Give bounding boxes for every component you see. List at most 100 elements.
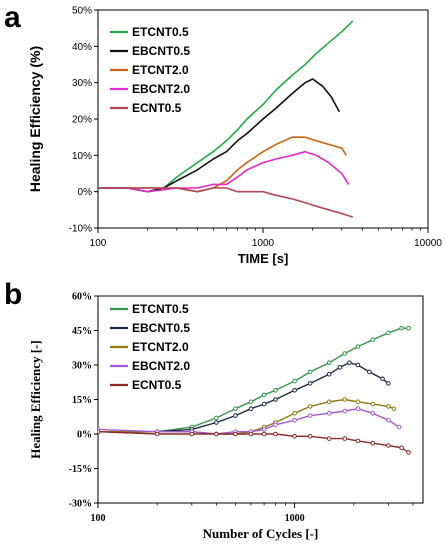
y-tick-label: 15% [72, 395, 92, 406]
data-point [248, 406, 254, 412]
y-tick-label: 0% [78, 187, 93, 198]
data-point [154, 431, 160, 437]
data-point [261, 392, 267, 398]
data-point [326, 436, 332, 441]
x-tick-label: 1000 [252, 238, 275, 249]
y-tick-label: 30% [72, 78, 92, 89]
y-tick-label: 30% [72, 361, 92, 372]
data-point [326, 411, 332, 416]
data-point [261, 401, 267, 407]
data-point [248, 431, 254, 437]
series-line-ebcnt2-0 [98, 150, 350, 193]
data-point [386, 381, 391, 386]
data-point [214, 420, 219, 425]
y-axis-label: Healing Efficiency [-] [28, 340, 43, 458]
x-tick-label: 1000 [285, 513, 305, 524]
x-axis-label: TIME [s] [238, 251, 289, 266]
panel-letter-a: a [4, 1, 21, 34]
data-point [399, 325, 404, 331]
legend-entry: ETCNT0.5 [132, 25, 189, 39]
series-line-ecnt0-5 [98, 187, 354, 218]
data-point [248, 399, 254, 405]
data-point [307, 369, 313, 375]
data-point [342, 436, 348, 441]
series-line-ebcnt0-5 [98, 362, 389, 433]
data-point [214, 415, 219, 421]
data-point [98, 429, 101, 434]
data-point [367, 369, 372, 375]
data-point [342, 397, 348, 402]
data-point [292, 388, 297, 393]
data-point [233, 431, 238, 437]
data-point [292, 434, 297, 439]
data-point [399, 445, 404, 451]
y-axis-label: Healing Efficiency (%) [27, 46, 43, 192]
data-point [347, 360, 352, 366]
y-tick-label: 20% [72, 115, 92, 126]
data-point [214, 431, 219, 437]
data-point [337, 365, 343, 370]
series-line-ebcnt2-0 [98, 408, 400, 435]
legend-entry: ETCNT2.0 [132, 63, 189, 77]
data-point [292, 417, 297, 423]
data-point [273, 431, 278, 437]
data-point [370, 401, 376, 407]
data-point [307, 381, 313, 386]
data-point [326, 371, 332, 377]
y-tick-label: -15% [69, 464, 92, 475]
data-point [380, 376, 385, 382]
chart-b: -30% -15% 0% 15% 30% 45% 60% 100 1000 Number of C… [28, 292, 424, 541]
y-tick-label: -30% [69, 499, 92, 510]
data-point [273, 388, 278, 393]
legend-entry: EBCNT2.0 [132, 359, 190, 373]
data-point [355, 362, 361, 368]
panel-letter-b: b [4, 278, 22, 311]
data-point [386, 443, 391, 448]
data-point [406, 450, 411, 455]
data-point [261, 427, 267, 432]
legend-entry: ETCNT2.0 [132, 340, 189, 354]
data-point [292, 411, 297, 416]
data-point [386, 330, 391, 336]
y-tick-label: -10% [69, 224, 92, 235]
legend-entry: EBCNT0.5 [132, 321, 190, 335]
data-point [406, 325, 411, 331]
data-point [307, 404, 313, 409]
data-point [355, 399, 361, 405]
data-point [386, 404, 391, 409]
data-point [307, 434, 313, 439]
legend-entry: ECNT0.5 [132, 101, 182, 115]
data-point [396, 424, 402, 430]
data-point [370, 440, 376, 446]
data-point [326, 399, 332, 405]
y-tick-label: 50% [72, 6, 92, 17]
series-line-ecnt0-5 [98, 431, 409, 453]
data-point [233, 406, 238, 412]
data-point [342, 351, 348, 356]
y-tick-label: 60% [72, 292, 92, 303]
y-tick-label: 45% [72, 326, 92, 337]
data-point [233, 413, 238, 418]
legend-entry: EBCNT2.0 [132, 82, 190, 96]
data-point [370, 337, 376, 343]
data-point [189, 431, 195, 437]
data-point [355, 406, 361, 412]
y-tick-label: 0% [77, 430, 92, 441]
data-point [370, 411, 376, 416]
data-point [355, 438, 361, 444]
x-tick-label: 10000 [414, 238, 442, 249]
y-tick-label: 10% [72, 151, 92, 162]
data-point [307, 413, 313, 418]
data-point [355, 344, 361, 349]
data-point [326, 360, 332, 366]
x-tick-label: 100 [91, 513, 106, 524]
x-tick-label: 100 [90, 238, 107, 249]
y-tick-label: 40% [72, 42, 92, 53]
data-point [261, 431, 267, 437]
data-point [292, 378, 297, 384]
x-axis-label: Number of Cycles [-] [203, 526, 319, 541]
data-point [391, 406, 397, 412]
legend-entry: ECNT0.5 [132, 378, 182, 392]
data-point [273, 422, 278, 428]
